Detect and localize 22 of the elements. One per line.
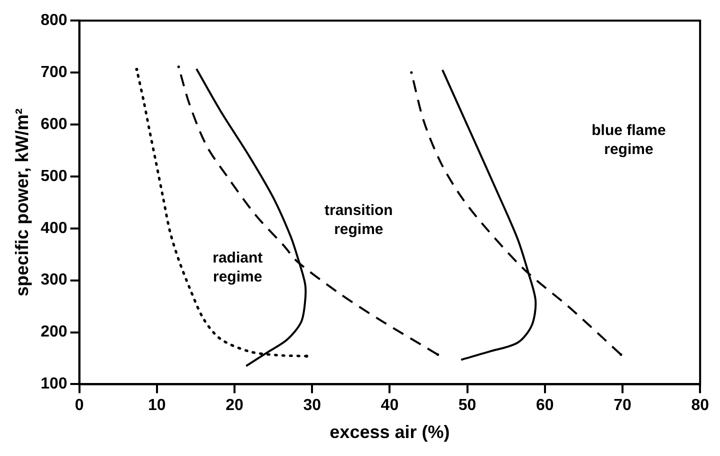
- x-tick-label: 60: [536, 397, 554, 414]
- x-tick-label: 80: [691, 397, 710, 414]
- x-tick-label: 30: [303, 397, 322, 414]
- y-tick-label: 600: [40, 116, 68, 133]
- y-tick-label: 700: [40, 64, 68, 81]
- y-tick-label: 400: [40, 220, 68, 237]
- y-axis-title: specific power, kW/m²: [12, 108, 32, 296]
- x-tick-label: 50: [458, 397, 476, 414]
- annotation: radiant regime: [212, 249, 263, 286]
- y-tick-label: 800: [40, 12, 68, 30]
- y-tick-label: 500: [40, 168, 68, 185]
- x-tick-label: 70: [614, 397, 632, 414]
- x-tick-label: 40: [380, 397, 399, 414]
- x-tick-label: 20: [226, 397, 244, 414]
- y-tick-label: 200: [40, 324, 68, 341]
- annotation: blue flame regime: [592, 122, 666, 158]
- x-tick-label: 10: [148, 397, 166, 414]
- y-tick-label: 100: [40, 376, 68, 393]
- annotation: transition regime: [324, 202, 393, 238]
- x-axis-title: excess air (%): [330, 422, 450, 442]
- y-tick-label: 300: [40, 272, 68, 289]
- x-tick-label: 0: [74, 397, 84, 414]
